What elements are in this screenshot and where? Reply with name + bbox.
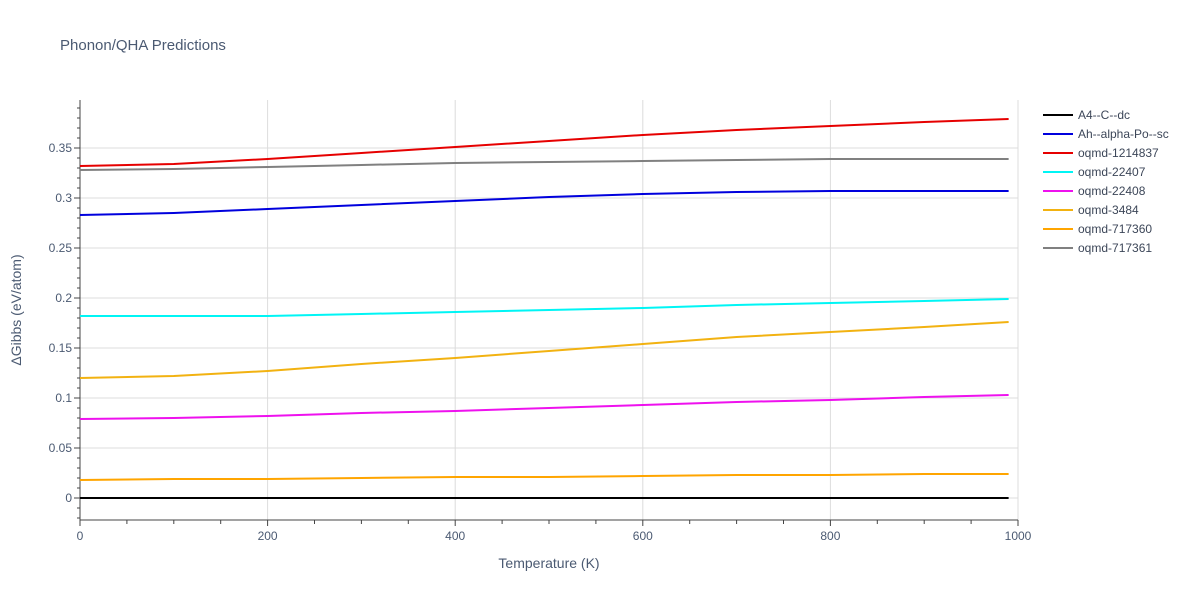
x-axis-title: Temperature (K) [498,555,599,571]
y-tick-label: 0.05 [49,441,73,455]
x-tick-label: 1000 [1005,529,1032,543]
x-tick-label: 800 [820,529,840,543]
series-line-oqmd-1214837[interactable] [79,118,1009,167]
series-line-oqmd-22407[interactable] [80,298,1009,317]
chart-title: Phonon/QHA Predictions [60,37,226,54]
series-line-oqmd-717360[interactable] [79,473,1009,481]
y-tick-label: 0 [65,491,72,505]
legend-label: oqmd-1214837 [1078,146,1159,160]
axes-layer: 0 200 400 600 800 1000 0 0.05 0.1 0.15 0.2 0.25 0.3 0… [49,100,1032,543]
series-line-Ah--alpha-Po--sc[interactable] [79,190,1009,216]
legend-item-oqmd-22407[interactable]: oqmd-22407 [1043,165,1146,179]
x-tick-label: 600 [633,529,653,543]
y-tick-label: 0.1 [55,391,72,405]
x-tick-label: 0 [77,529,84,543]
legend-label: oqmd-22408 [1078,184,1146,198]
legend-label: A4--C--dc [1078,108,1130,122]
legend-item-oqmd-717361[interactable]: oqmd-717361 [1043,241,1152,255]
legend-item-A4--C--dc[interactable]: A4--C--dc [1043,108,1130,122]
legend-label: oqmd-717361 [1078,241,1152,255]
legend-item-oqmd-22408[interactable]: oqmd-22408 [1043,184,1146,198]
legend-item-oqmd-1214837[interactable]: oqmd-1214837 [1043,146,1159,160]
series-line-oqmd-717361[interactable] [79,158,1009,171]
x-tick-label: 200 [258,529,278,543]
y-tick-label: 0.35 [49,141,73,155]
legend-label: oqmd-717360 [1078,222,1152,236]
y-tick-label: 0.3 [55,191,72,205]
y-axis-title: ΔGibbs (eV/atom) [8,254,24,365]
legend-item-oqmd-717360[interactable]: oqmd-717360 [1043,222,1152,236]
legend-label: Ah--alpha-Po--sc [1078,127,1169,141]
legend-item-Ah--alpha-Po--sc[interactable]: Ah--alpha-Po--sc [1043,127,1169,141]
series-line-oqmd-22408[interactable] [79,394,1009,420]
series-layer [79,118,1009,499]
legend-label: oqmd-3484 [1078,203,1139,217]
y-tick-label: 0.25 [49,241,73,255]
y-tick-label: 0.2 [55,291,72,305]
series-line-oqmd-3484[interactable] [79,321,1009,379]
legend[interactable]: A4--C--dc Ah--alpha-Po--sc oqmd-1214837 oqm… [1043,108,1169,255]
legend-item-oqmd-3484[interactable]: oqmd-3484 [1043,203,1139,217]
x-tick-label: 400 [445,529,465,543]
legend-label: oqmd-22407 [1078,165,1146,179]
y-tick-label: 0.15 [49,341,73,355]
